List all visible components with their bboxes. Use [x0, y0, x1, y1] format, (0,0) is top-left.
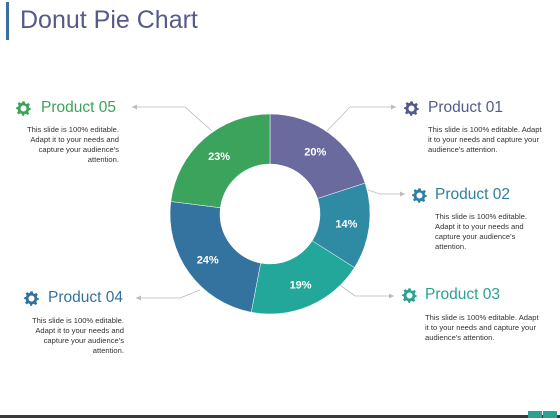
product-04-slice [169, 201, 261, 313]
product-04-connector [136, 289, 201, 299]
gear-icon [16, 101, 31, 116]
footer-strip [0, 411, 560, 420]
gear-icon [404, 101, 419, 116]
gear-icon [24, 291, 39, 306]
product-01-connector [326, 106, 396, 132]
product-05-connector [132, 106, 213, 132]
product-03-connector [339, 284, 394, 297]
footer-rule [0, 415, 560, 418]
gear-icon [402, 288, 417, 303]
product-01-slice [269, 113, 366, 199]
product-05-description: This slide is 100% editable. Adapt it to … [26, 125, 119, 164]
product-01-value-label: 20% [304, 147, 326, 159]
product-01-description: This slide is 100% editable. Adapt it to … [428, 125, 542, 154]
product-01-heading: Product 01 [428, 99, 503, 116]
product-03-value-label: 19% [290, 280, 312, 292]
title-accent-bar [6, 2, 9, 40]
product-03-connector-arrowhead [389, 293, 394, 299]
product-02-description: This slide is 100% editable. Adapt it to … [435, 212, 528, 251]
product-05-slice [170, 113, 271, 209]
product-05-connector-arrowhead [132, 104, 137, 110]
page-title: Donut Pie Chart [20, 6, 198, 34]
product-03-heading: Product 03 [425, 286, 500, 303]
product-04-value-label: 24% [197, 254, 219, 266]
product-02-connector-arrowhead [400, 191, 405, 197]
gear-icon [412, 188, 427, 203]
product-04-description: This slide is 100% editable. Adapt it to … [31, 316, 124, 355]
product-04-connector-arrowhead [136, 295, 141, 301]
product-04-heading: Product 04 [48, 289, 123, 306]
product-05-value-label: 23% [208, 151, 230, 163]
product-01-connector-arrowhead [391, 104, 396, 110]
footer-accent-right [543, 411, 557, 418]
product-03-description: This slide is 100% editable. Adapt it to … [425, 313, 539, 342]
product-02-value-label: 14% [335, 219, 357, 231]
product-05-heading: Product 05 [41, 99, 116, 116]
footer-accent-left [528, 411, 542, 418]
product-02-heading: Product 02 [435, 186, 510, 203]
product-02-connector [367, 189, 405, 195]
